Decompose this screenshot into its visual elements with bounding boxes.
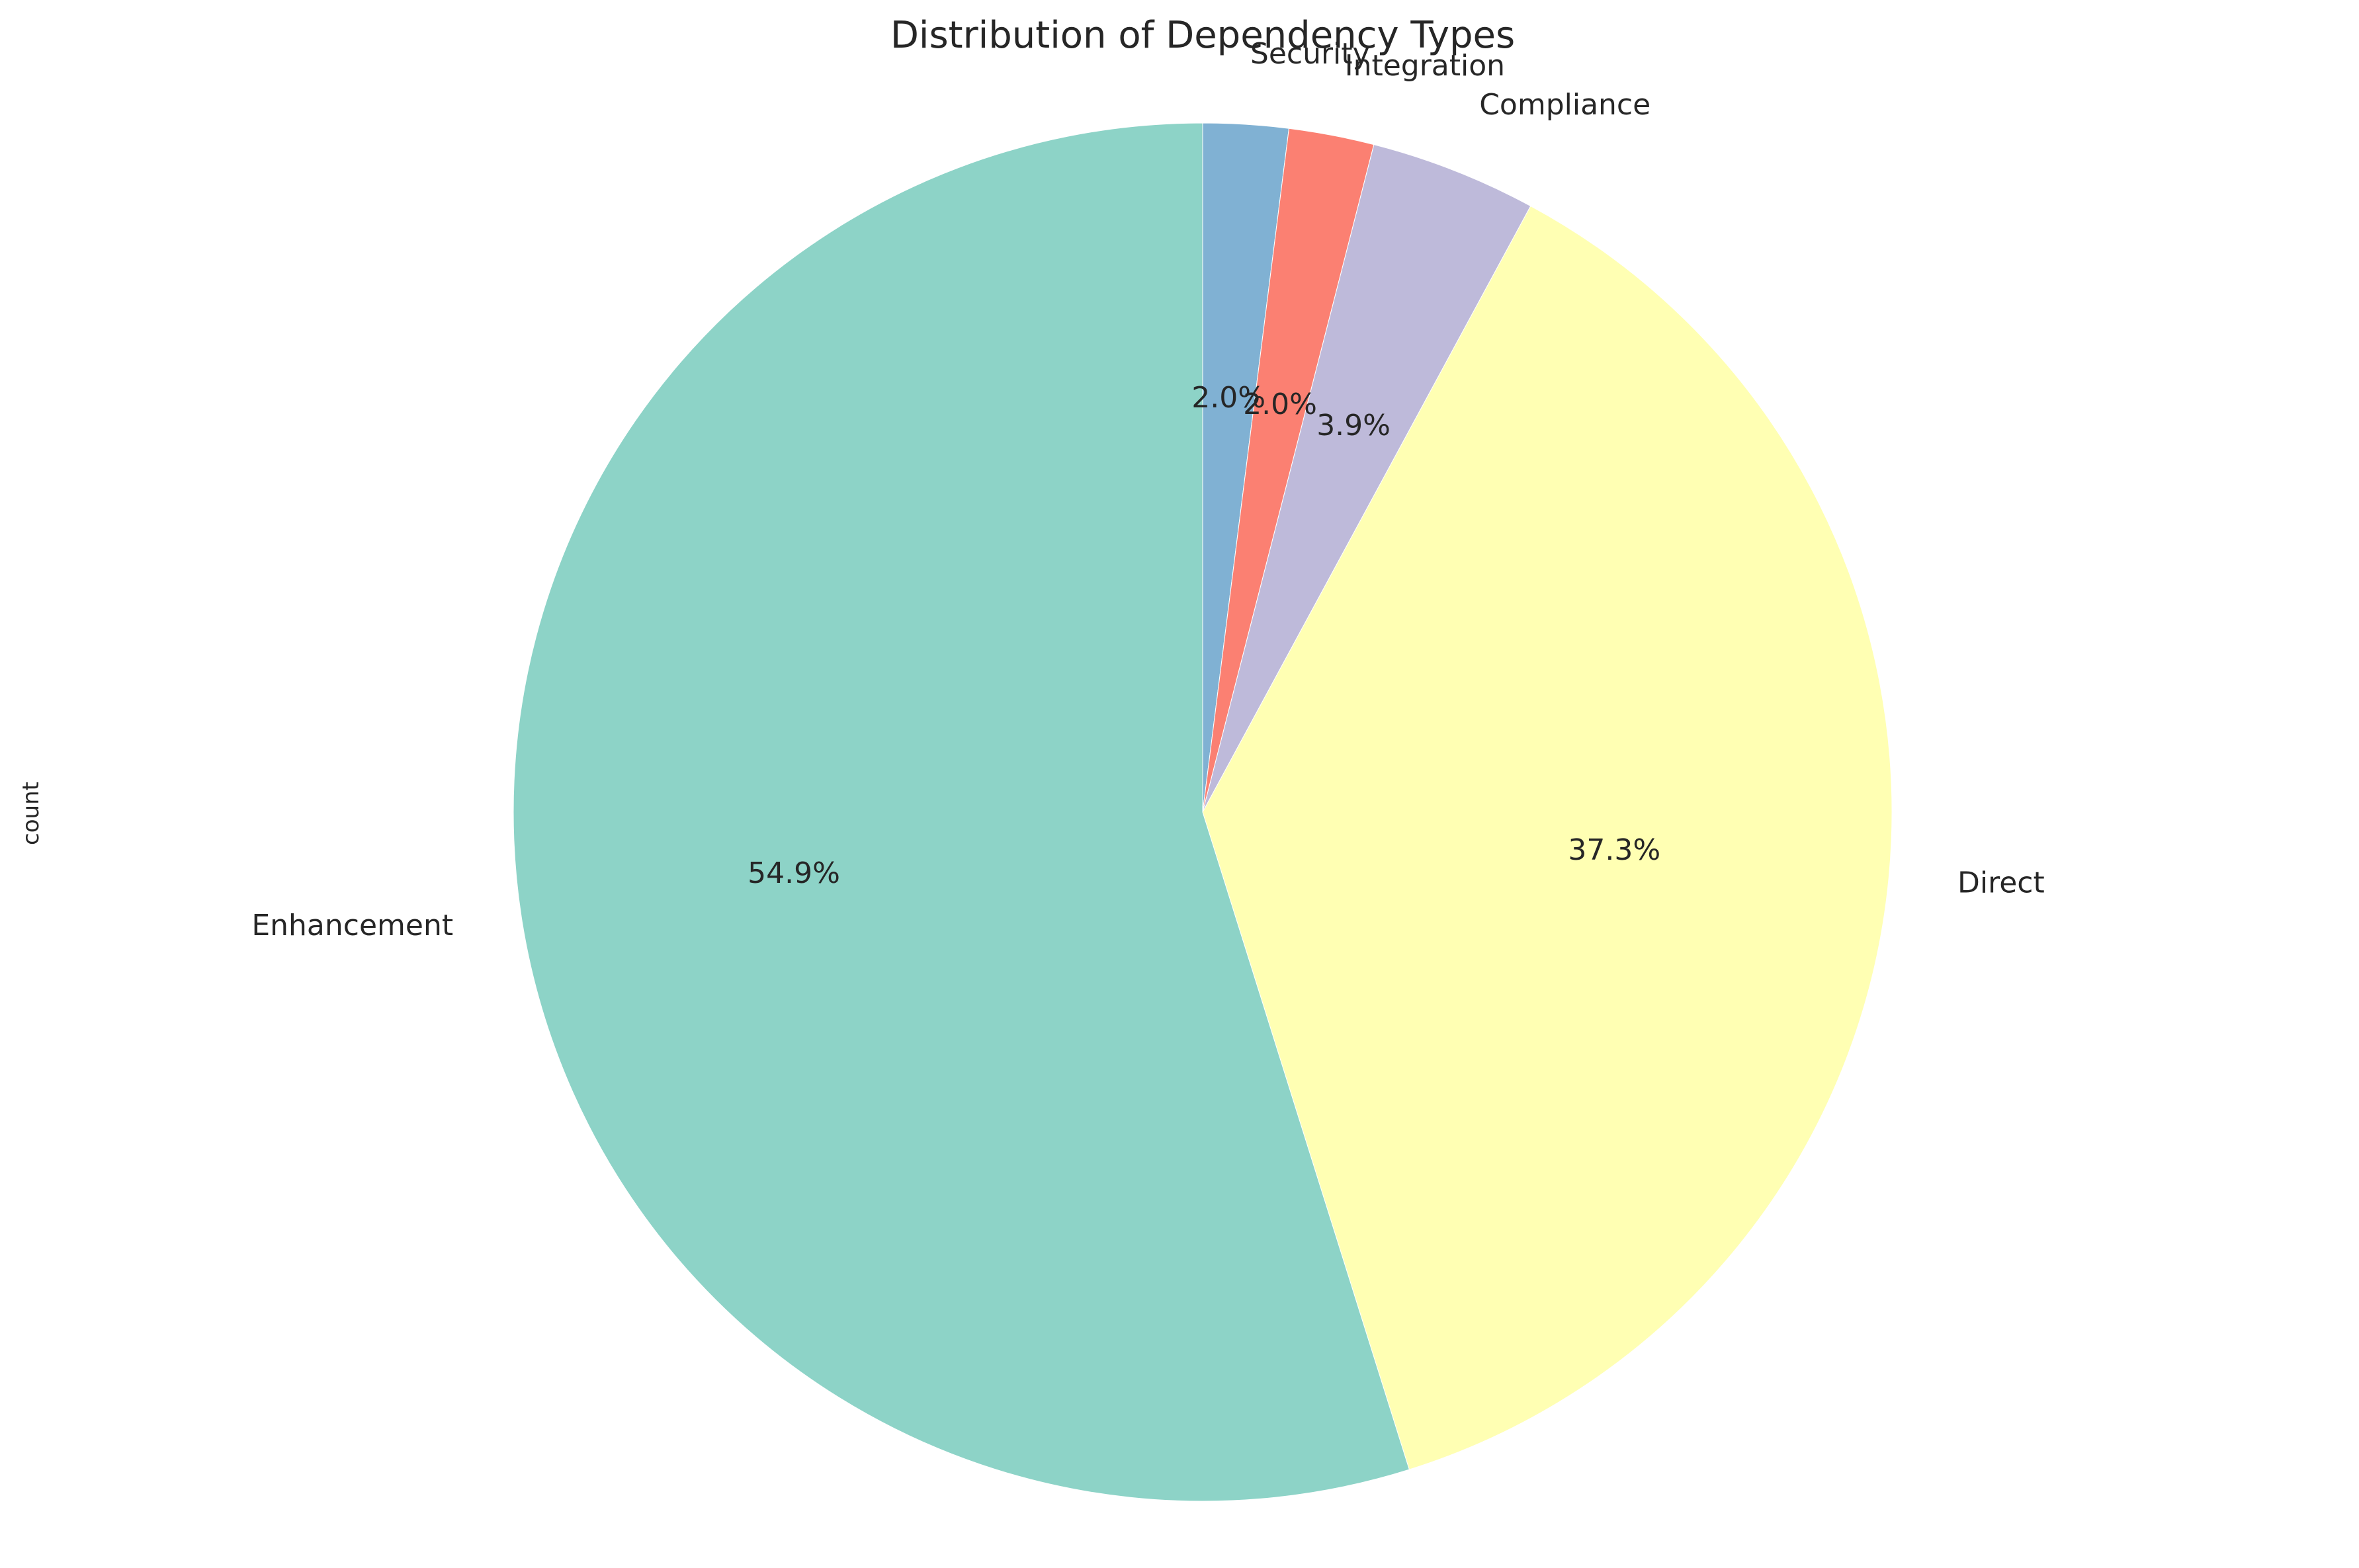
- pie-slices: [513, 122, 1893, 1502]
- slice-label-direct: Direct: [1957, 866, 2045, 900]
- pie-slice-compliance: [1202, 144, 1531, 813]
- pie-labels: Security 2.0% Integration 2.0% Compliance 3.9…: [251, 37, 2044, 942]
- y-axis-label: count: [18, 782, 44, 845]
- slice-label-integration: Integration: [1345, 49, 1505, 83]
- slice-percent-enhancement: 54.9%: [748, 856, 840, 890]
- slice-label-security: Security: [1250, 37, 1370, 71]
- slice-label-enhancement: Enhancement: [251, 909, 453, 942]
- slice-percent-integration: 2.0%: [1243, 388, 1317, 421]
- slice-percent-direct: 37.3%: [1568, 833, 1660, 867]
- slice-percent-security: 2.0%: [1191, 381, 1265, 415]
- slice-label-compliance: Compliance: [1479, 88, 1651, 122]
- chart-title: Distribution of Dependency Types: [890, 14, 1515, 57]
- pie-slice-enhancement: [513, 122, 1410, 1502]
- slice-percent-compliance: 3.9%: [1316, 409, 1391, 442]
- pie-slice-direct: [1202, 205, 1893, 1470]
